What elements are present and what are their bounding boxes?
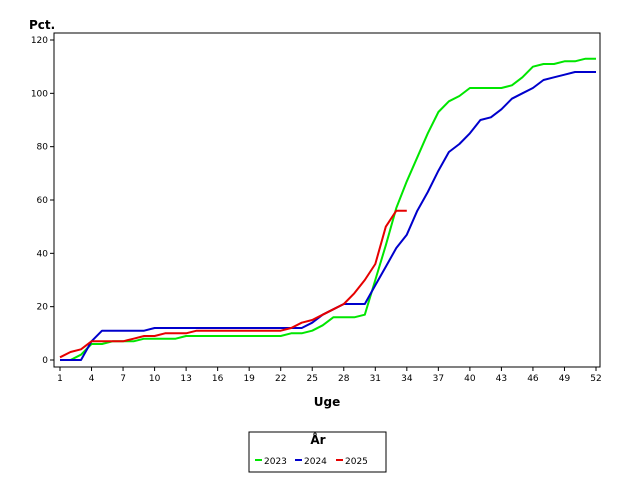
legend-label-2023: 2023 [264, 457, 287, 467]
x-tick-label: 10 [149, 374, 161, 384]
x-tick-label: 34 [401, 374, 413, 384]
x-tick-label: 52 [590, 374, 601, 384]
x-tick-label: 7 [120, 374, 126, 384]
series-line-2023 [60, 57, 596, 361]
x-tick-label: 31 [370, 374, 381, 384]
legend: År 2023 2024 2025 [248, 431, 387, 473]
legend-label-2025: 2025 [345, 457, 368, 467]
legend-item-2025: 2025 [336, 457, 368, 467]
series-lines [59, 57, 596, 361]
x-tick-label: 22 [275, 374, 286, 384]
axes: 0 20 40 60 80 100 120 1 4 7 10 13 16 19 22 25 28 31 34 37 40… [31, 32, 602, 384]
legend-item-2023: 2023 [255, 457, 287, 467]
x-tick-label: 43 [496, 374, 507, 384]
x-tick-label: 13 [180, 374, 191, 384]
x-tick-label: 46 [527, 374, 539, 384]
x-tick-label: 37 [433, 374, 444, 384]
x-tick-label: 19 [243, 374, 255, 384]
x-tick-label: 4 [89, 374, 95, 384]
y-tick-label: 20 [37, 303, 49, 313]
x-axis-title: Uge [314, 395, 340, 409]
legend-box [248, 431, 387, 473]
series-line-2025 [59, 209, 407, 359]
legend-items: 2023 2024 2025 [255, 457, 368, 467]
legend-item-2024: 2024 [295, 457, 327, 467]
x-tick-label: 40 [464, 374, 476, 384]
x-tick-label: 1 [57, 374, 63, 384]
x-tick-label: 16 [212, 374, 224, 384]
y-axis-title: Pct. [29, 18, 55, 32]
x-tick-label: 49 [559, 374, 571, 384]
y-tick-label: 0 [42, 356, 48, 366]
y-tick-label: 100 [31, 89, 48, 99]
y-tick-label: 80 [37, 143, 49, 153]
x-tick-label: 28 [338, 374, 350, 384]
y-tick-label: 60 [37, 196, 49, 206]
legend-title: År [310, 432, 325, 447]
y-tick-label: 40 [37, 249, 49, 259]
x-tick-label: 25 [307, 374, 318, 384]
y-tick-label: 120 [31, 36, 48, 46]
legend-label-2024: 2024 [304, 457, 327, 467]
